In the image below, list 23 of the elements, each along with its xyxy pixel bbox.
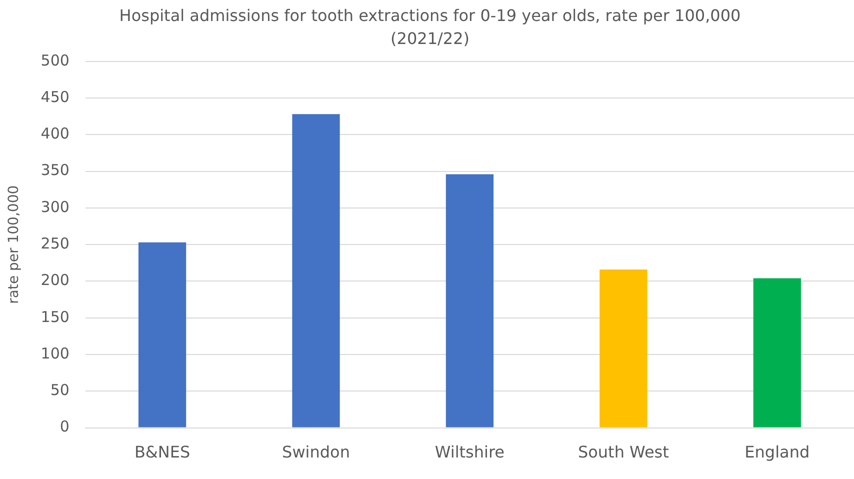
- y-tick-label: 150: [40, 308, 70, 326]
- bar: [446, 174, 494, 428]
- y-tick-label: 400: [40, 124, 70, 143]
- x-tick-label: Wiltshire: [434, 442, 505, 462]
- y-tick-label: 250: [40, 234, 70, 252]
- bar: [600, 270, 648, 428]
- bar: [292, 114, 340, 428]
- y-tick-label: 0: [60, 418, 70, 436]
- y-tick-label: 300: [40, 198, 70, 216]
- y-tick-label: 500: [40, 51, 70, 70]
- y-tick-label: 200: [40, 271, 70, 290]
- x-tick-label: Swindon: [282, 442, 350, 462]
- y-axis-title: rate per 100,000: [6, 185, 22, 304]
- x-tick-label: England: [744, 442, 810, 462]
- y-tick-label: 50: [50, 381, 70, 400]
- bar: [753, 278, 801, 428]
- chart-title: Hospital admissions for tooth extractions for 0-19 year olds, rate per 100,000 (2021/22): [119, 6, 741, 48]
- bar: [138, 242, 186, 428]
- x-tick-label: B&NES: [134, 442, 190, 462]
- y-tick-label: 450: [40, 88, 70, 106]
- y-tick-label: 350: [40, 161, 70, 180]
- x-tick-label: South West: [578, 442, 669, 462]
- y-tick-label: 100: [40, 344, 70, 362]
